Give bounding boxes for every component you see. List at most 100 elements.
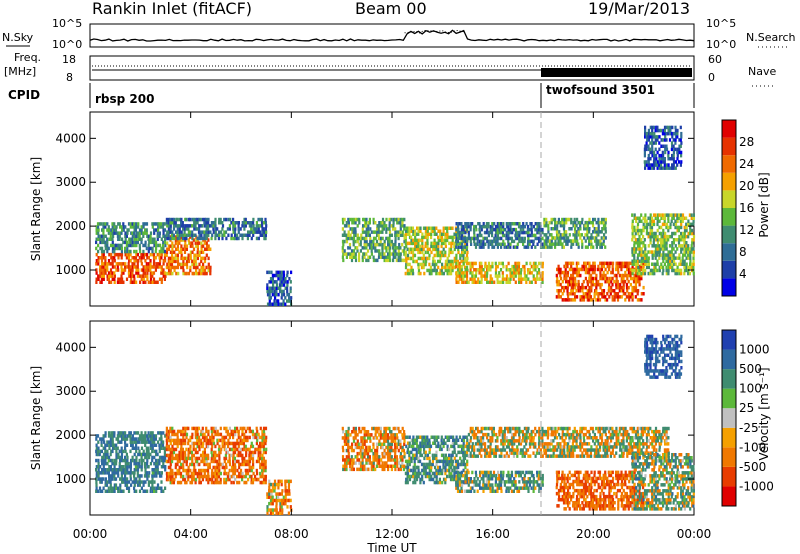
heatmap-cell bbox=[680, 131, 683, 136]
heatmap-cell bbox=[183, 250, 187, 254]
heatmap-cell bbox=[164, 468, 167, 472]
heatmap-cell bbox=[140, 225, 143, 229]
heatmap-cell bbox=[158, 446, 161, 450]
heatmap-cell bbox=[561, 220, 564, 225]
heatmap-cell bbox=[518, 271, 521, 275]
heatmap-cell bbox=[620, 267, 623, 272]
heatmap-cell bbox=[536, 271, 539, 275]
heatmap-cell bbox=[193, 253, 196, 257]
heatmap-cell bbox=[462, 250, 465, 255]
heatmap-cell bbox=[557, 270, 560, 275]
heatmap-cell bbox=[180, 450, 183, 455]
heatmap-cell bbox=[473, 274, 476, 278]
heatmap-cell bbox=[136, 480, 139, 484]
heatmap-cell bbox=[651, 138, 654, 142]
heatmap-cell bbox=[486, 268, 489, 272]
heatmap-cell bbox=[151, 483, 154, 487]
heatmap-cell bbox=[410, 268, 413, 273]
heatmap-cell bbox=[116, 243, 120, 248]
heatmap-cell bbox=[232, 429, 235, 434]
heatmap-cell bbox=[460, 238, 463, 243]
heatmap-cell bbox=[162, 271, 165, 275]
heatmap-cell bbox=[557, 242, 560, 246]
heatmap-cell bbox=[260, 233, 264, 237]
heatmap-cell bbox=[676, 219, 679, 223]
heatmap-cell bbox=[353, 430, 356, 434]
heatmap-cell bbox=[282, 495, 285, 499]
heatmap-cell bbox=[559, 289, 562, 293]
heatmap-cell bbox=[353, 233, 356, 237]
heatmap-cell bbox=[140, 240, 143, 245]
heatmap-cell bbox=[128, 431, 131, 435]
heatmap-cell bbox=[416, 226, 419, 230]
heatmap-cell bbox=[273, 489, 276, 493]
heatmap-cell bbox=[181, 456, 185, 461]
heatmap-cell bbox=[129, 252, 132, 257]
heatmap-cell bbox=[203, 435, 207, 440]
heatmap-cell bbox=[184, 262, 187, 267]
heatmap-cell bbox=[462, 274, 465, 278]
heatmap-cell bbox=[541, 274, 544, 278]
heatmap-cell bbox=[198, 236, 201, 241]
heatmap-cell bbox=[261, 230, 264, 234]
heatmap-cell bbox=[257, 432, 260, 437]
heatmap-cell bbox=[455, 245, 458, 249]
heatmap-cell bbox=[590, 285, 593, 290]
heatmap-cell bbox=[217, 236, 220, 241]
heatmap-cell bbox=[519, 274, 522, 278]
heatmap-cell bbox=[687, 250, 690, 254]
heatmap-cell bbox=[214, 233, 217, 237]
heatmap-cell bbox=[259, 230, 262, 234]
heatmap-cell bbox=[227, 438, 230, 443]
heatmap-cell bbox=[498, 274, 501, 278]
heatmap-cell bbox=[148, 246, 151, 251]
heatmap-cell bbox=[218, 233, 221, 237]
heatmap-cell bbox=[613, 273, 616, 278]
heatmap-cell bbox=[111, 437, 114, 441]
heatmap-cell bbox=[561, 236, 564, 240]
heatmap-cell bbox=[554, 217, 557, 222]
heatmap-cell bbox=[408, 250, 411, 255]
heatmap-cell bbox=[432, 268, 435, 273]
heatmap-cell bbox=[108, 465, 111, 469]
heatmap-cell bbox=[100, 256, 104, 260]
heatmap-cell bbox=[154, 256, 157, 260]
heatmap-cell bbox=[125, 452, 128, 457]
heatmap-cell bbox=[627, 285, 630, 290]
heatmap-cell bbox=[615, 295, 618, 299]
heatmap-cell bbox=[573, 267, 576, 272]
heatmap-cell bbox=[651, 147, 654, 152]
heatmap-cell bbox=[388, 221, 391, 225]
heatmap-cell bbox=[111, 277, 114, 281]
heatmap-cell bbox=[577, 230, 580, 234]
heatmap-cell bbox=[505, 268, 508, 272]
heatmap-cell bbox=[388, 224, 391, 228]
heatmap-cell bbox=[169, 438, 172, 443]
heatmap-cell bbox=[207, 230, 210, 234]
heatmap-cell bbox=[95, 259, 98, 263]
heatmap-cell bbox=[131, 240, 134, 245]
heatmap-cell bbox=[685, 265, 688, 270]
heatmap-cell bbox=[559, 236, 562, 240]
heatmap-cell bbox=[142, 234, 145, 238]
heatmap-cell bbox=[153, 468, 156, 472]
heatmap-cell bbox=[417, 256, 420, 261]
heatmap-cell bbox=[124, 443, 127, 447]
heatmap-cell bbox=[419, 250, 422, 255]
heatmap-cell bbox=[570, 298, 573, 302]
heatmap-cell bbox=[237, 474, 241, 479]
heatmap-cell bbox=[219, 450, 222, 455]
heatmap-cell bbox=[163, 256, 167, 260]
heatmap-cell bbox=[594, 282, 597, 287]
heatmap-cell bbox=[128, 465, 131, 469]
heatmap-cell bbox=[224, 435, 228, 440]
heatmap-cell bbox=[680, 225, 683, 230]
heatmap-cell bbox=[187, 271, 191, 276]
heatmap-cell bbox=[442, 232, 445, 236]
heatmap-cell bbox=[259, 435, 262, 440]
heatmap-cell bbox=[638, 273, 641, 278]
heatmap-cell bbox=[633, 253, 636, 257]
heatmap-cell bbox=[591, 270, 594, 275]
heatmap-cell bbox=[689, 259, 692, 263]
heatmap-cell bbox=[685, 256, 688, 260]
